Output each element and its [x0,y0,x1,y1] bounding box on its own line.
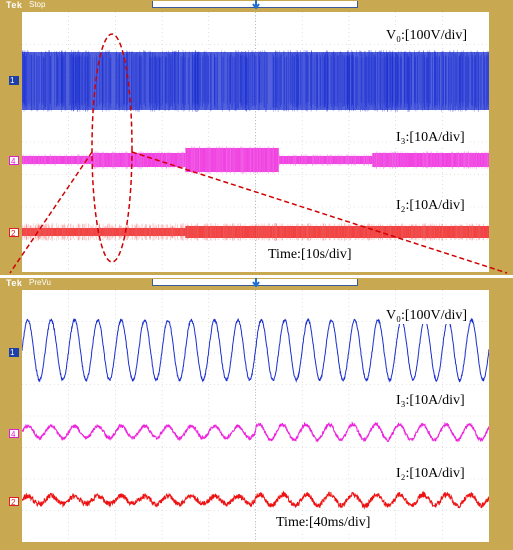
bottom-i2-trace [22,490,489,510]
bottom-channel-2-marker: 2 [9,497,19,507]
bottom-plot-area [22,290,489,542]
top-i3-segment [278,156,373,164]
bottom-i3-label: I₃:[10A/div] [394,393,467,409]
bottom-brand-label: Tek [6,278,23,288]
top-v0-trace [22,50,489,112]
top-state-label: Stop [29,0,46,9]
bottom-scope-screen: V₀:[100V/div] I₃:[10A/div] I₂:[10A/div] … [22,290,489,542]
top-i2-label: I₂:[10A/div] [394,198,467,214]
top-scope-frame: Tek Stop V₀:[100V/div] I₃:[10A/div] I₂:[… [0,0,513,275]
top-i2-trace [22,223,489,241]
bottom-trigger-position-icon [252,278,260,287]
bottom-scope-status-bar: Tek PreVu [0,278,513,288]
bottom-state-label: PreVu [29,278,51,287]
bottom-scope-frame: Tek PreVu V₀:[100V/div] I₃:[10A/div] I₂:… [0,278,513,550]
top-brand-label: Tek [6,0,23,10]
zoom-line-right [131,151,508,274]
top-channel-1-marker: 1 [9,76,19,85]
bottom-i2-label: I₂:[10A/div] [394,466,467,482]
top-i2-segment [22,228,186,236]
top-i3-trace [22,146,489,174]
top-scope-screen: V₀:[100V/div] I₃:[10A/div] I₂:[10A/div] … [22,12,489,272]
top-v0-label: V₀:[100V/div] [384,28,470,44]
bottom-v0-trace [22,317,489,383]
top-plot-area [22,12,489,272]
top-i2-segment [185,226,489,238]
bottom-channel-1-marker: 1 [9,348,19,357]
top-scope-status-bar: Tek Stop [0,0,513,10]
top-channel-2-marker: 2 [9,228,19,238]
top-i3-segment [185,148,279,172]
top-i3-label: I₃:[10A/div] [394,130,467,146]
zoom-region-ellipse [91,33,133,263]
top-trigger-position-icon [252,0,260,9]
top-channel-4-marker: 4 [9,156,19,166]
bottom-v0-label: V₀:[100V/div] [384,308,470,324]
bottom-time-label: Time:[40ms/div] [274,515,373,531]
top-time-label: Time:[10s/div] [266,247,354,263]
bottom-channel-4-marker: 4 [9,429,19,439]
zoom-line-left [9,151,93,274]
bottom-i3-trace [22,421,489,443]
